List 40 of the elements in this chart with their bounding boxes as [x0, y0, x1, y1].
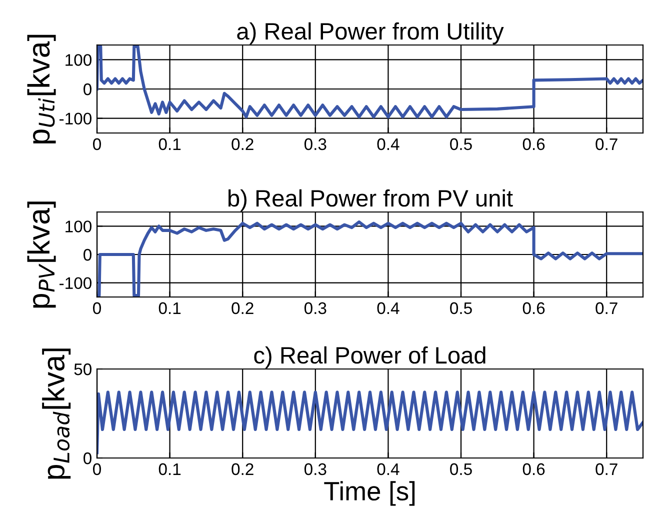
y-tick-label: 100 — [66, 220, 92, 232]
x-tick-label: 0.5 — [450, 302, 472, 314]
y-axis-title: p$_{Uti}$[kva] — [27, 34, 56, 144]
x-tick-label: 0.6 — [522, 463, 545, 476]
x-tick-label: 0.4 — [377, 302, 400, 314]
x-tick-label: 0.5 — [450, 138, 472, 150]
x-tick-label: 0.1 — [158, 138, 181, 150]
x-tick-label: 0.2 — [232, 138, 254, 150]
x-tick-label: 0.7 — [596, 138, 618, 150]
x-tick-label: 0.7 — [596, 463, 618, 476]
y-tick-label: -100 — [60, 277, 92, 290]
x-tick-label: 0.6 — [522, 302, 545, 314]
x-tick-label: 0.3 — [304, 463, 326, 476]
y-axis-title: p$_{Load}$[kva] — [42, 348, 71, 479]
chart-title: c) Real Power of Load — [254, 346, 486, 368]
x-tick-label: 0.7 — [596, 302, 618, 314]
x-tick-label: 0.3 — [304, 302, 326, 314]
y-tick-label: 0 — [84, 452, 92, 464]
x-tick-label: 0.1 — [158, 463, 181, 476]
y-tick-label: 0 — [84, 83, 92, 96]
x-tick-label: 0.6 — [522, 138, 545, 150]
y-tick-label: 0 — [84, 248, 92, 261]
x-axis-title: Time [s] — [324, 481, 415, 506]
line-series — [97, 390, 643, 454]
y-tick-label: 50 — [74, 363, 92, 376]
x-tick-label: 0.4 — [377, 463, 400, 476]
x-tick-label: 0 — [93, 463, 101, 476]
x-tick-label: 0.2 — [232, 463, 254, 476]
x-tick-label: 0 — [93, 138, 101, 150]
y-tick-label: -100 — [60, 112, 92, 125]
x-tick-label: 0.2 — [232, 302, 254, 314]
x-tick-label: 0.3 — [304, 138, 326, 150]
x-tick-label: 0.4 — [377, 138, 400, 150]
y-tick-label: 100 — [66, 54, 92, 66]
chart-title: b) Real Power from PV unit — [228, 189, 513, 212]
x-tick-label: 0.5 — [450, 463, 472, 476]
x-tick-label: 0.1 — [158, 302, 181, 314]
y-axis-title: p$_{PV}$[kva] — [27, 202, 56, 308]
chart-title: a) Real Power from Utility — [237, 22, 504, 44]
x-tick-label: 0 — [93, 302, 101, 314]
